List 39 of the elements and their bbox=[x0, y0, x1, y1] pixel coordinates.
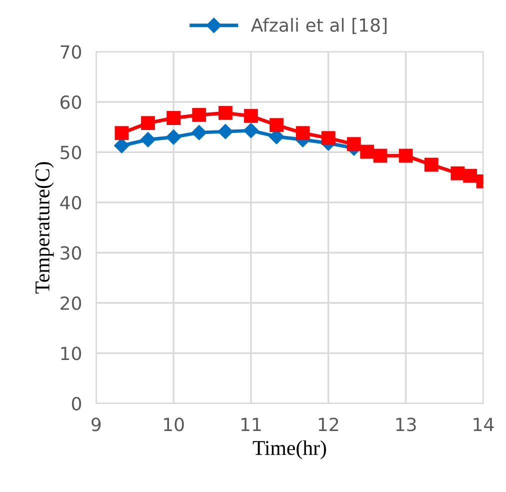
point bbox=[166, 111, 181, 125]
y-tick-label: 10 bbox=[61, 346, 82, 360]
y-tick-label: 70 bbox=[60, 45, 82, 59]
point bbox=[218, 124, 233, 140]
point bbox=[346, 137, 361, 152]
point bbox=[360, 144, 374, 159]
point bbox=[243, 122, 259, 138]
y-tick-label: 40 bbox=[60, 196, 82, 210]
x-tick-label: 14 bbox=[474, 418, 494, 432]
point bbox=[463, 168, 478, 183]
y-tick-label: 20 bbox=[60, 296, 82, 310]
point bbox=[244, 109, 258, 123]
legend-label: Afzali et al [18] bbox=[251, 18, 387, 34]
point bbox=[141, 116, 155, 130]
point bbox=[114, 126, 129, 140]
y-tick-label: 30 bbox=[60, 246, 82, 260]
x-tick-label: 10 bbox=[164, 418, 184, 432]
point bbox=[270, 118, 284, 132]
x-axis-title: Time(hr) bbox=[252, 440, 326, 460]
y-tick-label: 60 bbox=[60, 95, 82, 110]
point bbox=[424, 158, 438, 172]
point bbox=[114, 138, 130, 154]
point bbox=[192, 125, 207, 140]
y-tick-label: 50 bbox=[60, 146, 82, 160]
point bbox=[192, 108, 206, 122]
point bbox=[398, 148, 413, 163]
y-tick-label: 0 bbox=[72, 396, 82, 411]
x-tick-label: 11 bbox=[241, 418, 261, 432]
x-tick-label: 12 bbox=[318, 418, 338, 432]
x-tick-label: 9 bbox=[92, 418, 101, 432]
point bbox=[321, 131, 336, 146]
point bbox=[296, 126, 310, 140]
point bbox=[450, 166, 465, 180]
point bbox=[140, 132, 156, 148]
x-tick-label: 13 bbox=[396, 418, 416, 432]
point bbox=[218, 106, 232, 120]
point bbox=[373, 148, 388, 163]
y-axis-title: Temperature(C) bbox=[34, 162, 54, 294]
point bbox=[166, 130, 182, 145]
